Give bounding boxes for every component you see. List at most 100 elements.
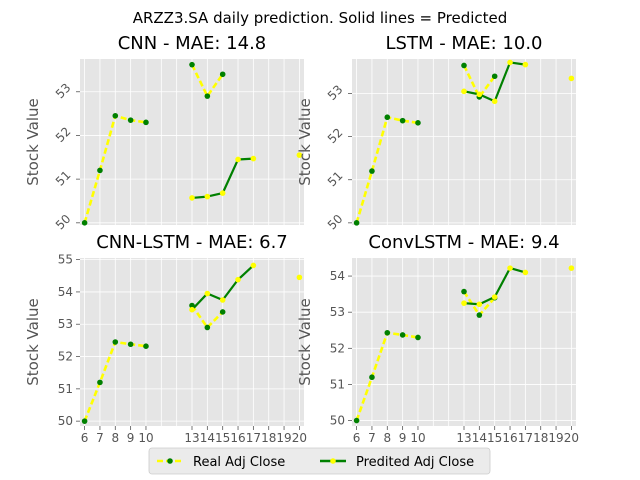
x-tick-label: 7 [96,431,104,445]
predicted-data-point [204,290,211,297]
real-data-point [97,379,103,386]
predicted-data-point [507,59,513,66]
subplot-title: LSTM - MAE: 10.0 [386,33,543,54]
x-tick-label: 15 [215,431,230,445]
y-tick-label: 50 [58,414,73,428]
y-tick-label: 52 [325,125,346,146]
y-tick-label: 54 [330,269,345,283]
real-data-point [127,117,134,123]
x-tick-label: 8 [383,431,391,445]
y-tick-label: 52 [330,341,345,355]
predicted-data-point [476,301,483,308]
x-tick-label: 8 [111,431,119,445]
real-data-point [353,220,360,226]
real-data-point [399,332,406,338]
subplot-title: CNN-LSTM - MAE: 6.7 [96,232,288,253]
predicted-data-point [491,294,498,300]
real-data-point [189,61,195,68]
x-tick-label: 19 [548,431,563,445]
predicted-data-point [461,300,467,306]
y-tick-label: 53 [330,305,345,319]
real-data-point [127,341,134,348]
x-tick-label: 6 [81,431,89,445]
subplot: ConvLSTM - MAE: 9.4 Stock Value 50 51 52 53 54… [296,232,579,445]
predicted-data-point [235,276,241,283]
predicted-data-point [296,274,303,281]
x-tick-label: 18 [533,431,548,445]
predicted-data-point [568,265,575,271]
y-tick-label: 54 [58,285,73,299]
predicted-data-point [296,152,303,158]
x-tick-label: 16 [230,431,245,445]
predicted-data-point [461,88,467,95]
real-data-point [369,168,375,174]
x-tick-label: 13 [184,431,199,445]
real-data-point [353,417,360,424]
real-data-point [204,324,211,331]
x-tick-label: 19 [276,431,291,445]
predicted-data-point [507,265,513,271]
subplot: CNN - MAE: 14.8 Stock Value 50 51 52 53 [24,33,304,232]
real-data-point [97,167,103,174]
x-tick-label: 14 [200,431,215,445]
x-tick-label: 16 [502,431,517,445]
y-tick-label: 51 [53,168,74,189]
y-tick-label: 52 [53,124,74,145]
y-axis-label: Stock Value [296,298,314,385]
predicted-data-point [189,306,195,313]
y-tick-label: 53 [325,82,346,103]
real-data-point [112,339,119,345]
predicted-data-point [476,91,483,98]
predicted-data-point [235,156,241,163]
subplot-title: CNN - MAE: 14.8 [118,33,267,54]
y-tick-label: 50 [330,414,345,428]
x-tick-label: 7 [368,431,376,445]
real-data-point [81,220,88,226]
y-tick-label: 50 [53,212,74,233]
x-tick-label: 10 [410,431,425,445]
legend-marker [167,458,173,464]
real-data-point [219,309,226,315]
y-axis-label: Stock Value [24,98,42,185]
legend-label: Predited Adj Close [356,455,474,470]
legend: Real Adj Close Predited Adj Close [148,447,491,475]
predicted-data-point [219,297,226,303]
subplot-grid: CNN - MAE: 14.8 Stock Value 50 51 52 53 LSTM -… [24,33,579,445]
x-tick-label: 18 [261,431,276,445]
y-tick-label: 55 [58,253,73,267]
real-data-point [415,334,421,341]
predicted-data-point [219,190,226,196]
real-data-point [369,374,375,381]
legend-box [148,447,491,475]
y-axis-label: Stock Value [296,98,314,185]
real-data-point [461,62,467,69]
real-data-point [204,93,211,99]
predicted-data-point [250,262,257,269]
subplot-title: ConvLSTM - MAE: 9.4 [368,232,559,253]
subplot: LSTM - MAE: 10.0 Stock Value 50 51 52 53 [296,33,576,232]
real-data-point [476,312,483,318]
real-data-point [189,302,195,309]
real-data-point [112,112,119,119]
predicted-data-point [189,195,195,201]
real-data-point [143,119,149,126]
predicted-data-point [204,193,211,200]
real-data-point [384,114,391,121]
x-tick-label: 6 [353,431,361,445]
x-tick-label: 20 [292,431,307,445]
x-tick-label: 9 [399,431,407,445]
y-tick-label: 53 [58,317,73,331]
x-tick-label: 15 [487,431,502,445]
y-tick-label: 51 [330,377,345,391]
x-tick-label: 10 [138,431,153,445]
real-data-point [461,288,467,295]
predicted-data-point [522,61,529,68]
predicted-data-point [250,155,257,162]
x-tick-label: 17 [518,431,533,445]
predicted-data-point [568,75,575,82]
x-tick-label: 20 [564,431,579,445]
x-tick-label: 9 [127,431,135,445]
real-data-point [491,73,498,80]
x-tick-label: 14 [472,431,487,445]
